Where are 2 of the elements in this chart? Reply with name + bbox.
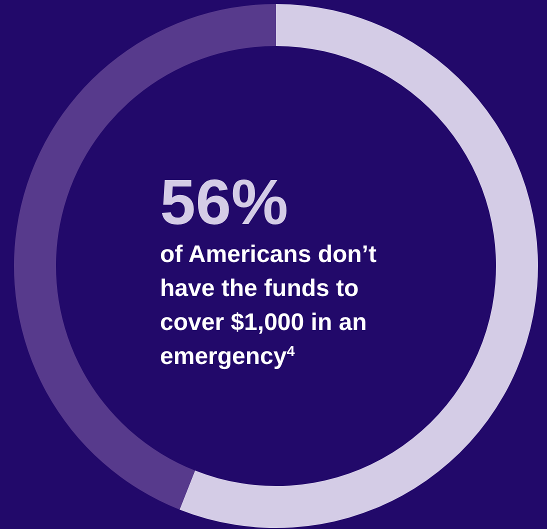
- text: 56%: [160, 166, 288, 238]
- text: of Americans don’t have the funds to cover $1,000 in an emergency$^{4}$: [160, 241, 376, 370]
